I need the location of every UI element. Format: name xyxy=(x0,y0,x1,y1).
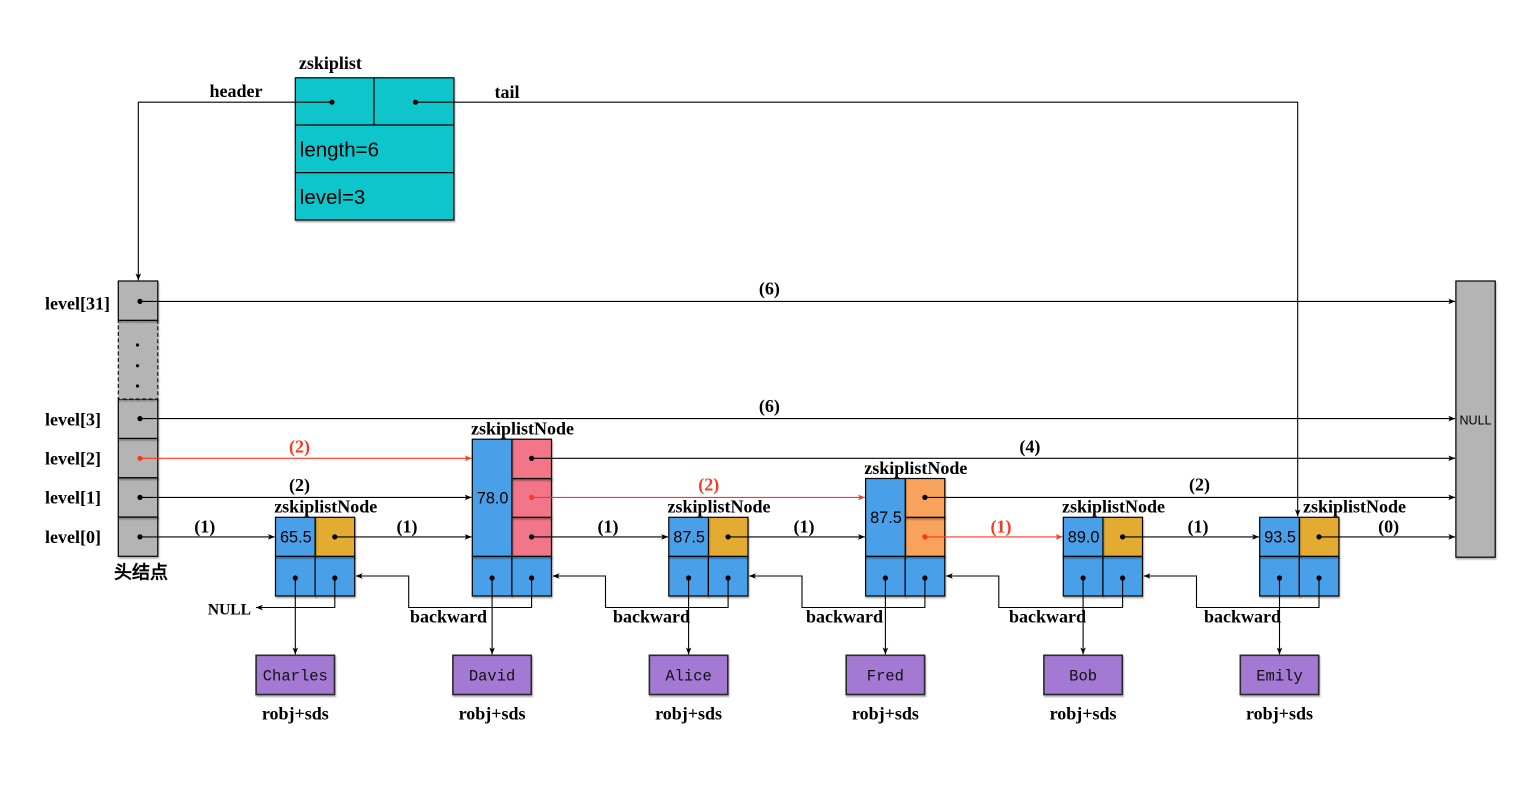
svg-text:78.0: 78.0 xyxy=(477,490,509,508)
svg-text:backward: backward xyxy=(1009,607,1086,627)
svg-text:level[0]: level[0] xyxy=(45,527,101,547)
svg-text:zskiplistNode: zskiplistNode xyxy=(864,458,967,478)
svg-text:NULL: NULL xyxy=(1460,413,1492,427)
svg-text:Fred: Fred xyxy=(867,668,904,686)
svg-text:Alice: Alice xyxy=(665,668,712,686)
svg-text:Bob: Bob xyxy=(1069,668,1097,686)
svg-text:zskiplistNode: zskiplistNode xyxy=(274,497,377,517)
svg-text:Emily: Emily xyxy=(1256,668,1303,686)
svg-text:NULL: NULL xyxy=(208,602,251,619)
svg-text:David: David xyxy=(469,668,516,686)
svg-text:(1): (1) xyxy=(194,517,215,538)
svg-text:robj+sds: robj+sds xyxy=(459,703,526,723)
svg-text:backward: backward xyxy=(613,607,690,627)
svg-text:(2): (2) xyxy=(289,437,310,458)
svg-text:level[31]: level[31] xyxy=(45,293,110,313)
svg-text:(1): (1) xyxy=(598,517,619,538)
svg-text:(1): (1) xyxy=(794,517,815,538)
svg-text:(4): (4) xyxy=(1019,437,1040,458)
svg-text:zskiplistNode: zskiplistNode xyxy=(1303,497,1406,517)
svg-text:(2): (2) xyxy=(289,475,310,496)
svg-text:(1): (1) xyxy=(1188,517,1209,538)
svg-text:tail: tail xyxy=(495,82,520,102)
svg-text:backward: backward xyxy=(410,607,487,627)
svg-text:(6): (6) xyxy=(759,278,780,299)
svg-text:(0): (0) xyxy=(1378,517,1399,538)
svg-text:(1): (1) xyxy=(397,517,418,538)
svg-text:robj+sds: robj+sds xyxy=(655,703,722,723)
svg-text:backward: backward xyxy=(1204,607,1281,627)
svg-text:robj+sds: robj+sds xyxy=(852,703,919,723)
svg-text:头结点: 头结点 xyxy=(114,562,168,583)
svg-text:level[2]: level[2] xyxy=(45,449,101,469)
svg-text:(2): (2) xyxy=(698,475,719,496)
svg-text:93.5: 93.5 xyxy=(1264,529,1296,547)
svg-text:robj+sds: robj+sds xyxy=(1246,703,1313,723)
svg-text:87.5: 87.5 xyxy=(673,529,705,547)
svg-text:length=6: length=6 xyxy=(300,138,379,161)
svg-text:65.5: 65.5 xyxy=(280,529,312,547)
svg-text:87.5: 87.5 xyxy=(870,509,902,527)
svg-text:(1): (1) xyxy=(991,517,1012,538)
svg-text:89.0: 89.0 xyxy=(1068,529,1100,547)
svg-text:Charles: Charles xyxy=(263,668,328,686)
svg-text:header: header xyxy=(210,81,263,101)
svg-text:zskiplistNode: zskiplistNode xyxy=(668,497,771,517)
svg-text:level=3: level=3 xyxy=(300,186,366,209)
svg-text:(6): (6) xyxy=(759,396,780,417)
svg-text:level[3]: level[3] xyxy=(45,410,101,430)
svg-text:zskiplistNode: zskiplistNode xyxy=(471,419,574,439)
svg-text:zskiplistNode: zskiplistNode xyxy=(1062,497,1165,517)
svg-text:zskiplist: zskiplist xyxy=(299,53,362,73)
svg-text:robj+sds: robj+sds xyxy=(262,703,329,723)
svg-text:backward: backward xyxy=(806,607,883,627)
svg-text:level[1]: level[1] xyxy=(45,488,101,508)
svg-text:(2): (2) xyxy=(1189,475,1210,496)
svg-text:robj+sds: robj+sds xyxy=(1050,703,1117,723)
